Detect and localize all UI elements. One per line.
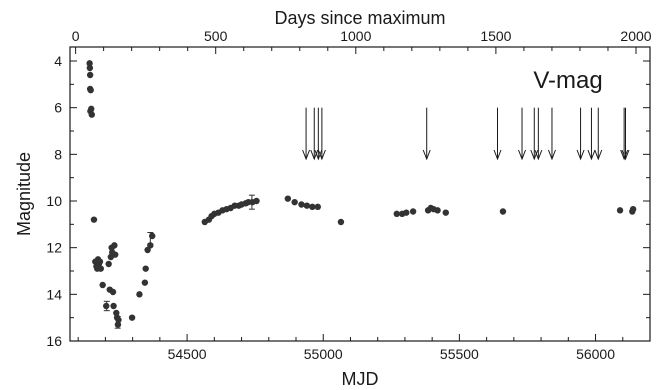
x-tick-label: 55500 — [440, 346, 479, 362]
y-axis-title: Magnitude — [14, 152, 34, 236]
data-point — [393, 210, 400, 218]
data-point — [114, 321, 122, 328]
x2-tick-label: 1000 — [340, 28, 371, 44]
data-point — [128, 314, 136, 321]
arrow-head — [314, 149, 323, 161]
data-point — [291, 198, 298, 206]
arrow-head — [317, 149, 326, 161]
data-point — [434, 207, 441, 214]
data-point — [303, 202, 311, 209]
data-point — [86, 60, 93, 67]
data-point — [309, 203, 316, 211]
data-point — [110, 302, 117, 310]
data-point — [253, 197, 260, 205]
data-point — [337, 218, 345, 226]
plot-frame — [69, 46, 651, 342]
upper-limit-arrows — [302, 107, 630, 161]
x-tick-label: 54500 — [168, 346, 207, 362]
arrow-head — [530, 149, 539, 161]
arrow-head — [518, 149, 526, 161]
axis-ticks: 54500 55000 55500 56000 0 500 1000 1500 2000 4 6 8 1… — [46, 28, 651, 362]
y-tick-label: 6 — [54, 100, 62, 116]
y-tick-label: 4 — [54, 53, 62, 69]
data-point — [97, 265, 104, 272]
data-point — [147, 242, 154, 249]
data-point — [616, 207, 624, 214]
data-point — [88, 111, 95, 118]
data-point — [141, 279, 149, 286]
data-point — [86, 71, 94, 79]
data-point — [112, 251, 119, 258]
arrow-head — [576, 149, 585, 161]
data-point — [142, 265, 149, 272]
data-point — [499, 208, 507, 215]
arrow-head — [302, 149, 311, 161]
data-point — [99, 281, 106, 289]
error-bars — [103, 194, 255, 329]
data-point — [442, 209, 449, 216]
data-point — [629, 205, 637, 213]
data-point — [105, 260, 112, 268]
arrow-head — [594, 149, 603, 161]
data-point — [298, 201, 305, 208]
data-point — [284, 195, 292, 202]
y-tick-label: 14 — [46, 286, 62, 302]
x-tick-label: 56000 — [576, 346, 615, 362]
data-point — [96, 258, 104, 265]
arrow-head — [587, 149, 596, 161]
y-tick-label: 10 — [46, 193, 62, 209]
data-point — [409, 208, 417, 215]
panel-label: V-mag — [533, 67, 602, 94]
y-tick-label: 16 — [46, 333, 62, 349]
data-point — [87, 86, 94, 94]
data-point — [149, 232, 156, 240]
data-point — [314, 203, 321, 211]
data-point — [111, 242, 118, 249]
data-point — [88, 105, 95, 113]
data-point — [86, 64, 94, 72]
arrow-head — [620, 149, 629, 161]
x2-tick-label: 500 — [204, 28, 228, 44]
data-point — [144, 246, 151, 254]
arrow-head — [548, 149, 556, 161]
arrow-head — [534, 149, 543, 161]
arrow-head — [422, 149, 431, 161]
y-tick-label: 8 — [54, 146, 62, 162]
data-point — [90, 216, 98, 223]
x-axis-title: MJD — [342, 369, 379, 389]
data-point — [109, 288, 117, 296]
x2-tick-label: 2000 — [620, 28, 651, 44]
data-point — [103, 302, 110, 310]
x-tick-label: 55000 — [304, 346, 343, 362]
x2-tick-label: 1500 — [480, 28, 511, 44]
x2-tick-label: 0 — [72, 28, 80, 44]
arrow-head — [310, 149, 319, 161]
arrow-head — [621, 149, 630, 161]
data-point — [403, 209, 410, 216]
x2-axis-title: Days since maximum — [274, 8, 445, 28]
arrow-head — [493, 149, 502, 161]
y-tick-label: 12 — [46, 240, 62, 256]
data-point — [115, 316, 122, 324]
data-point — [136, 291, 143, 298]
data-points — [86, 60, 637, 328]
